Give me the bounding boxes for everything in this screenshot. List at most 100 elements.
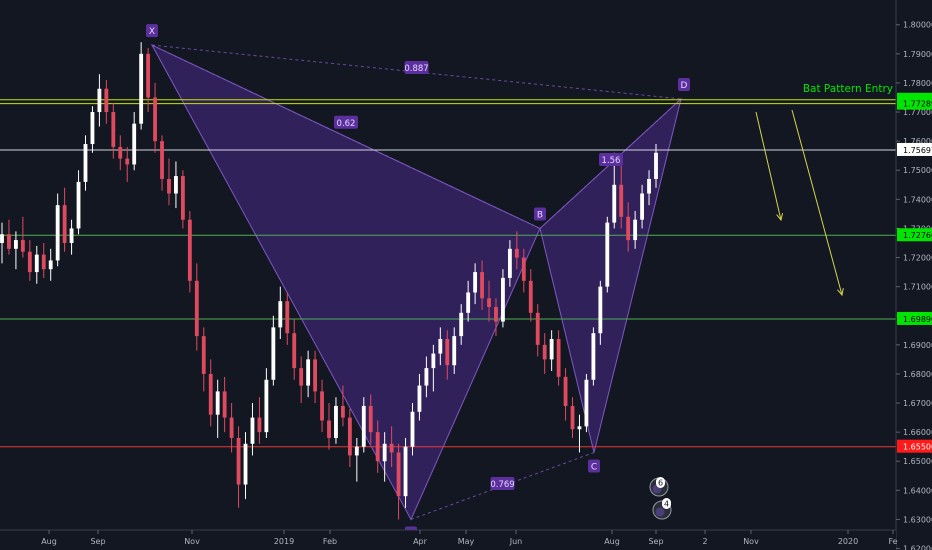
price-tag-text: 1.77289 <box>903 100 932 109</box>
candle-body <box>494 307 498 322</box>
candle <box>222 376 227 433</box>
candle-body <box>104 88 109 113</box>
level-1.75697-tag: 1.75697 <box>897 142 932 156</box>
candle-body <box>480 272 484 299</box>
candle <box>160 135 164 191</box>
candle-body <box>194 280 199 337</box>
candle-body <box>146 53 151 98</box>
candle-body <box>132 123 137 165</box>
time-tick-label: 2020 <box>838 537 858 546</box>
price-axis-bg <box>896 0 932 550</box>
price-tag-bg <box>897 439 932 453</box>
candle-body <box>612 184 617 223</box>
candle <box>76 170 81 235</box>
point-label-text: B <box>537 210 543 220</box>
price-tick-label: 1.69000 <box>903 341 932 350</box>
point-label-bg <box>146 24 158 38</box>
candle-body <box>271 327 276 380</box>
point-label-b: B <box>534 207 546 221</box>
candle <box>654 144 658 188</box>
candle-body <box>327 420 331 438</box>
candle-body <box>570 405 575 430</box>
time-tick-label: Sep <box>648 537 663 546</box>
candle <box>90 106 95 153</box>
candle-body <box>431 353 436 369</box>
candle-body <box>292 333 297 369</box>
ratio-label: 0.62 <box>334 115 358 129</box>
candle-body <box>55 205 60 261</box>
event-badge-count-bg <box>662 498 671 509</box>
candle <box>180 170 185 229</box>
candle <box>194 263 199 351</box>
candle <box>473 263 478 305</box>
time-tick-label: 2019 <box>274 537 294 546</box>
candle <box>640 184 644 229</box>
candle <box>48 248 53 281</box>
candle <box>487 280 491 322</box>
candle <box>7 219 11 255</box>
candlestick-series <box>0 42 658 520</box>
candle-body <box>41 254 46 270</box>
harmonic-pattern <box>150 43 682 521</box>
candle-body <box>535 312 540 345</box>
time-tick-label: Aug <box>604 537 620 546</box>
price-tick-label: 1.68000 <box>903 370 932 379</box>
candle <box>118 135 123 171</box>
ratio-label: 1.56 <box>599 153 623 166</box>
ratio-line-bd <box>539 98 682 229</box>
event-badge[interactable]: 4 <box>652 498 672 520</box>
candle-body <box>313 359 317 392</box>
candle <box>201 327 206 392</box>
candle <box>480 260 484 310</box>
ratio-label-bg <box>404 61 429 75</box>
candle-body <box>285 301 290 334</box>
candle-body <box>222 391 227 418</box>
candle-body <box>633 219 638 241</box>
candle-body <box>417 385 422 412</box>
time-axis[interactable]: Aug Sep Nov 2019 Feb Apr May Jun Aug Sep 2 Nov 2020 F… <box>0 529 898 550</box>
candle <box>327 403 331 450</box>
arrow-down-short-shaft <box>755 111 782 221</box>
candle-body <box>69 228 74 243</box>
candle <box>125 146 130 182</box>
candle-body <box>424 368 429 386</box>
candle <box>431 344 436 392</box>
candle <box>382 432 387 482</box>
candle <box>445 330 450 380</box>
candle <box>41 242 46 278</box>
candle-body <box>361 405 366 447</box>
candle-body <box>459 312 464 337</box>
price-tag-text: 1.72766 <box>903 231 932 240</box>
candle <box>27 240 32 281</box>
price-tick-label: 1.72000 <box>903 254 932 263</box>
candle-body <box>34 254 39 273</box>
event-badge-count-bg <box>656 477 665 488</box>
candle-body <box>160 141 164 179</box>
candle-body <box>76 181 81 229</box>
event-badge[interactable]: 6 <box>649 477 669 497</box>
ratio-label-text: 0.62 <box>337 119 356 129</box>
arrow-down-short-head <box>776 213 784 222</box>
candle-body <box>125 158 130 165</box>
price-tick-label: 1.78000 <box>903 79 932 88</box>
candle <box>285 292 290 345</box>
candle-body <box>139 53 144 124</box>
price-tag-text: 1.69890 <box>903 315 932 324</box>
level-1.65500-tag: 1.65500 <box>897 439 932 453</box>
candle <box>0 222 4 264</box>
candle <box>215 379 220 438</box>
candle <box>292 318 297 380</box>
candle <box>396 443 401 520</box>
candle-body <box>111 112 116 147</box>
ratio-label-bg <box>490 476 515 490</box>
point-label-bg <box>678 77 690 91</box>
time-tick-label: Fe <box>888 537 897 546</box>
candle-body <box>27 251 32 273</box>
candle <box>647 170 651 206</box>
price-axis[interactable]: 1.62000 1.63000 1.64000 1.65000 1.66000 1.670… <box>895 0 932 550</box>
candle-body <box>229 417 234 438</box>
candle-body <box>584 379 589 427</box>
candle <box>410 403 415 456</box>
candle <box>257 397 262 444</box>
